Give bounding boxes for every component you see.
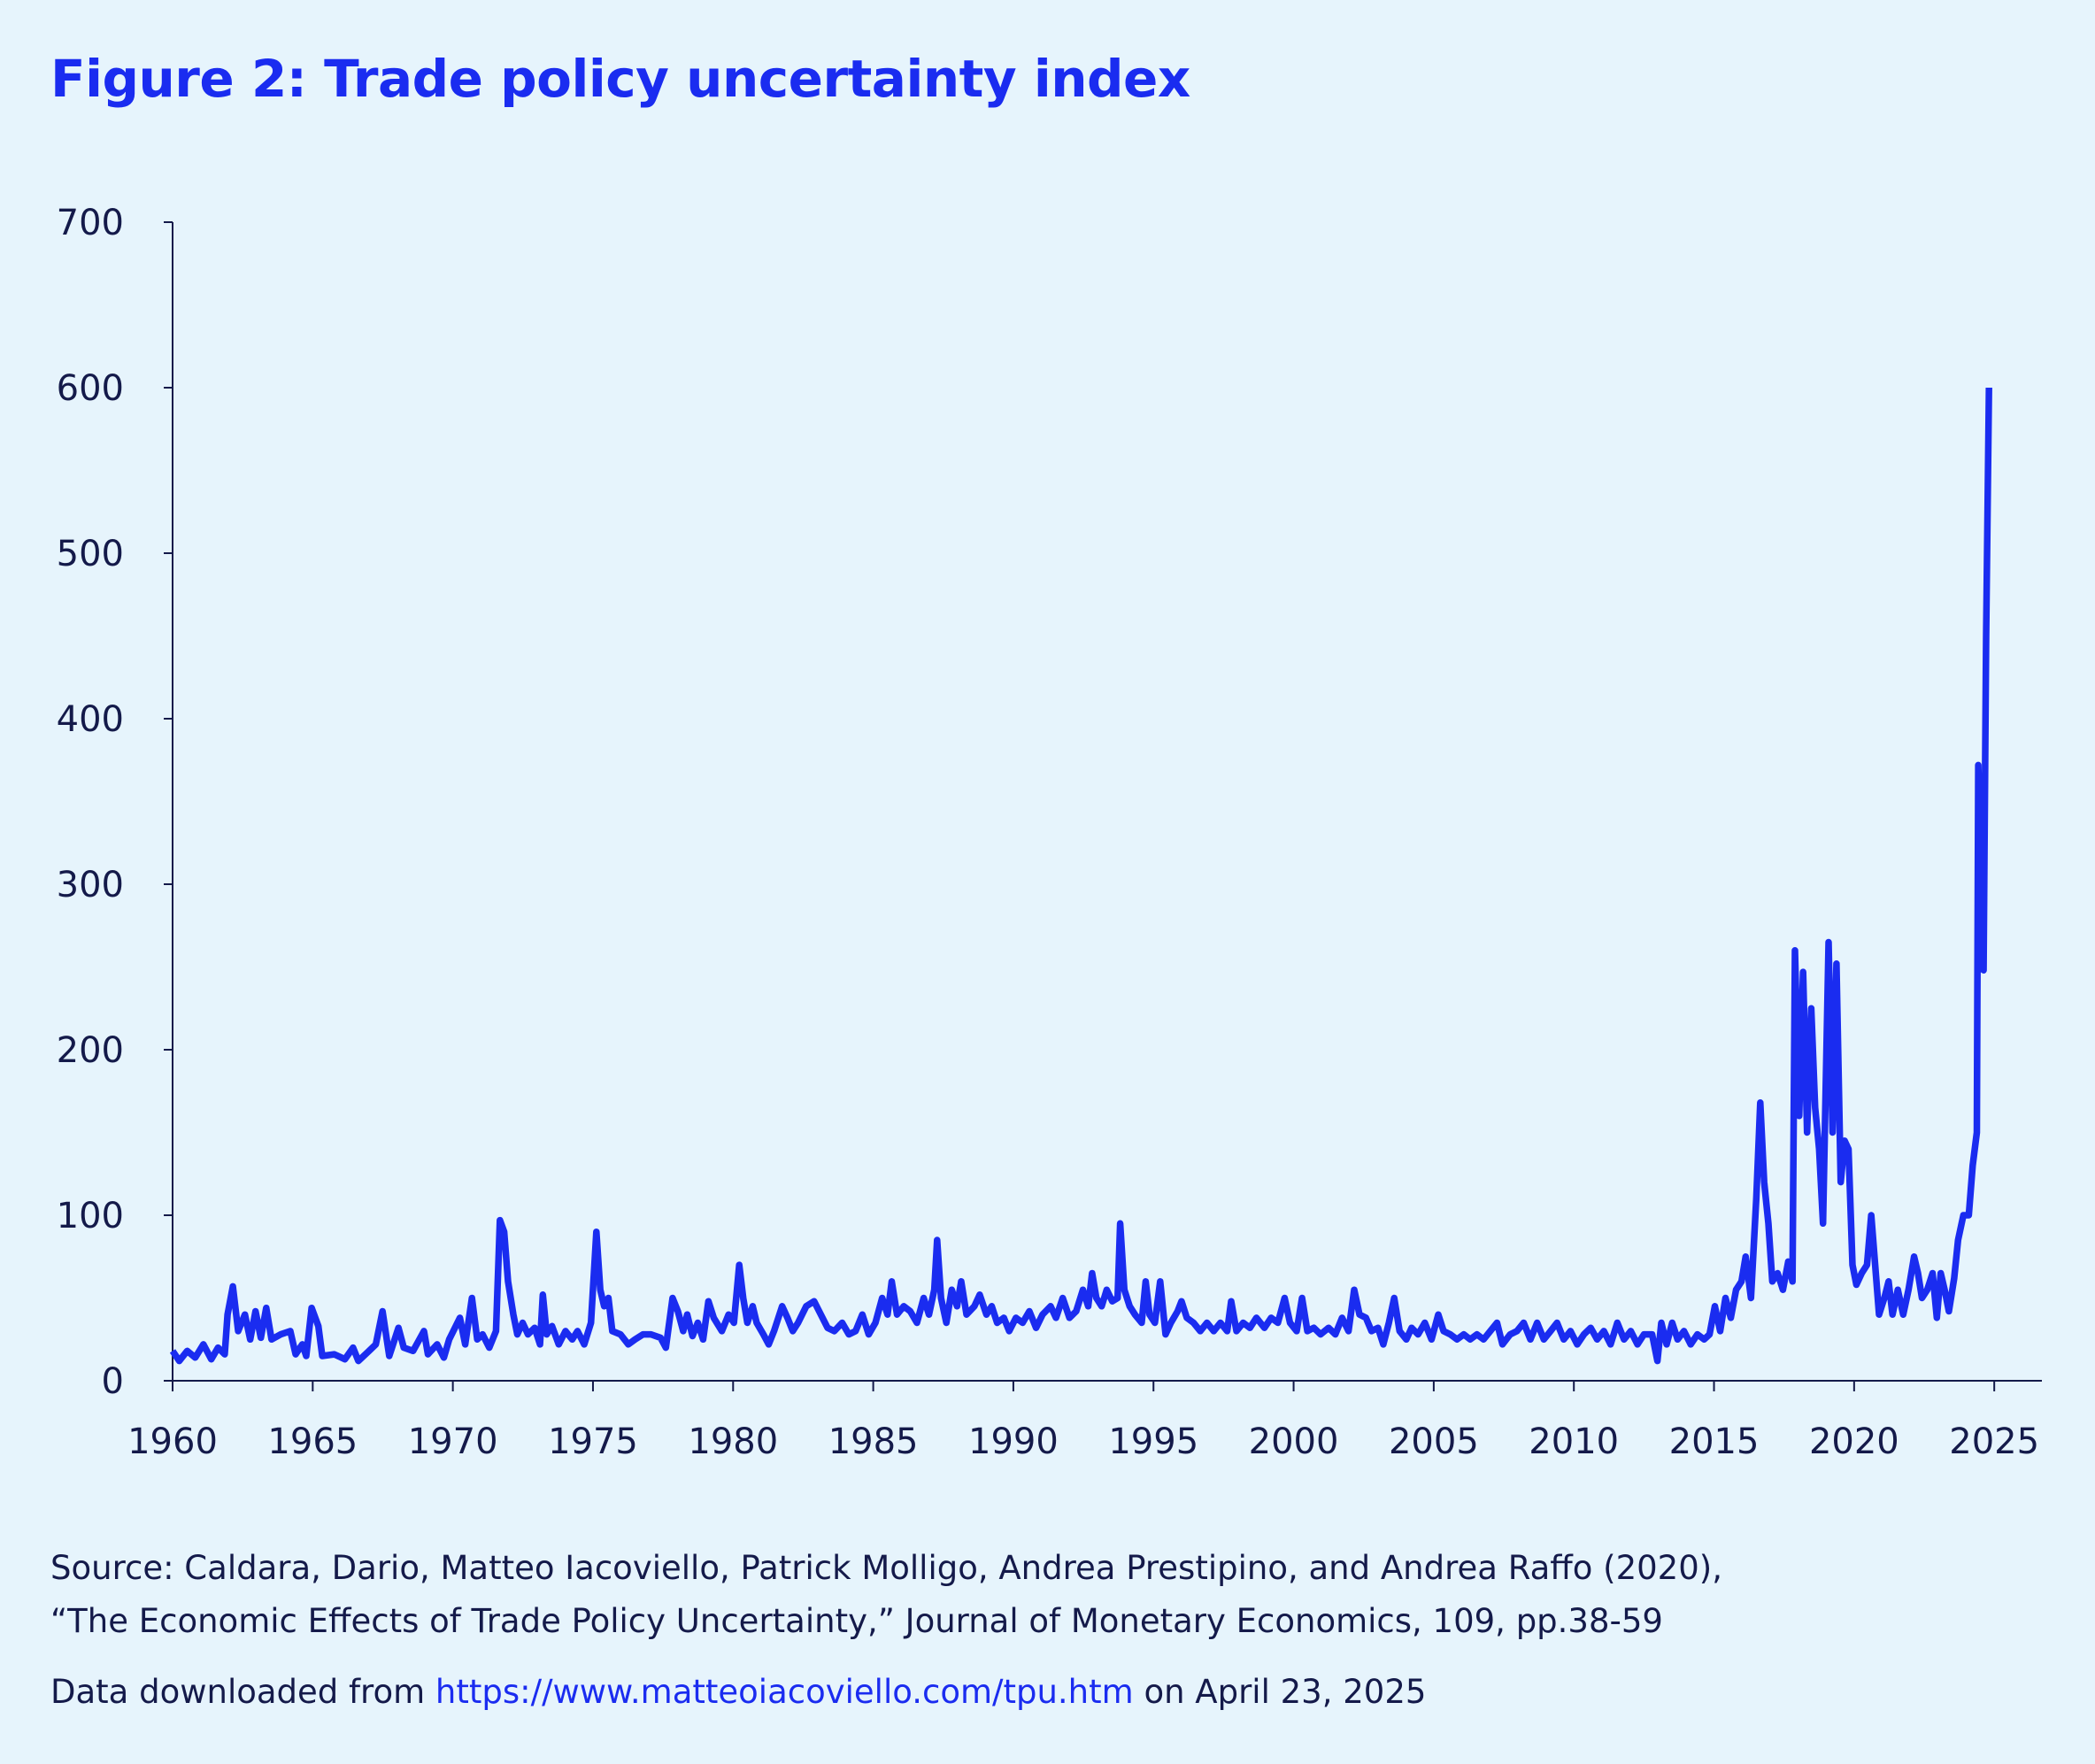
link[interactable]: https://www.matteoiacoviello.com/tpu.htm	[435, 1673, 1134, 1711]
chart: 0 100 200 300 400 500 600 700 1960 1965 1970 1975 19…	[57, 203, 2042, 1462]
y-tick-label: 100	[57, 1196, 124, 1236]
y-tick-label: 600	[57, 368, 124, 409]
x-tick-label: 2000	[1249, 1421, 1339, 1462]
x-tick-label: 1965	[267, 1421, 358, 1462]
chart-title: Figure 2: Trade policy uncertainty index	[50, 49, 1190, 109]
download-note: Data downloaded from https://www.matteoi…	[50, 1673, 1426, 1711]
x-tick-label: 1990	[968, 1421, 1059, 1462]
x-tick-label: 2015	[1669, 1421, 1760, 1462]
x-tick-label: 1980	[688, 1421, 778, 1462]
x-tick-label: 2025	[1949, 1421, 2039, 1462]
y-tick-label: 300	[57, 865, 124, 905]
y-tick-label: 200	[57, 1030, 124, 1071]
note-text: on April 23, 2025	[1144, 1673, 1427, 1711]
source-line: Source: Caldara, Dario, Matteo Iacoviell…	[50, 1549, 1722, 1587]
x-tick-label: 1960	[127, 1421, 218, 1462]
y-tick-label: 0	[102, 1361, 124, 1402]
y-tick-label: 400	[57, 699, 124, 740]
series-line	[169, 387, 1992, 1365]
y-tick-label: 500	[57, 534, 124, 574]
note-text: Data downloaded from	[50, 1673, 426, 1711]
x-tick-label: 2005	[1389, 1421, 1479, 1462]
x-tick-label: 1975	[548, 1421, 638, 1462]
x-tick-label: 2010	[1529, 1421, 1619, 1462]
x-tick-label: 2020	[1809, 1421, 1899, 1462]
x-tick-label: 1995	[1108, 1421, 1198, 1462]
x-tick-label: 1970	[408, 1421, 498, 1462]
y-tick-label: 700	[57, 203, 124, 243]
x-tick-label: 1985	[828, 1421, 919, 1462]
source-line: “The Economic Effects of Trade Policy Un…	[50, 1602, 1663, 1640]
